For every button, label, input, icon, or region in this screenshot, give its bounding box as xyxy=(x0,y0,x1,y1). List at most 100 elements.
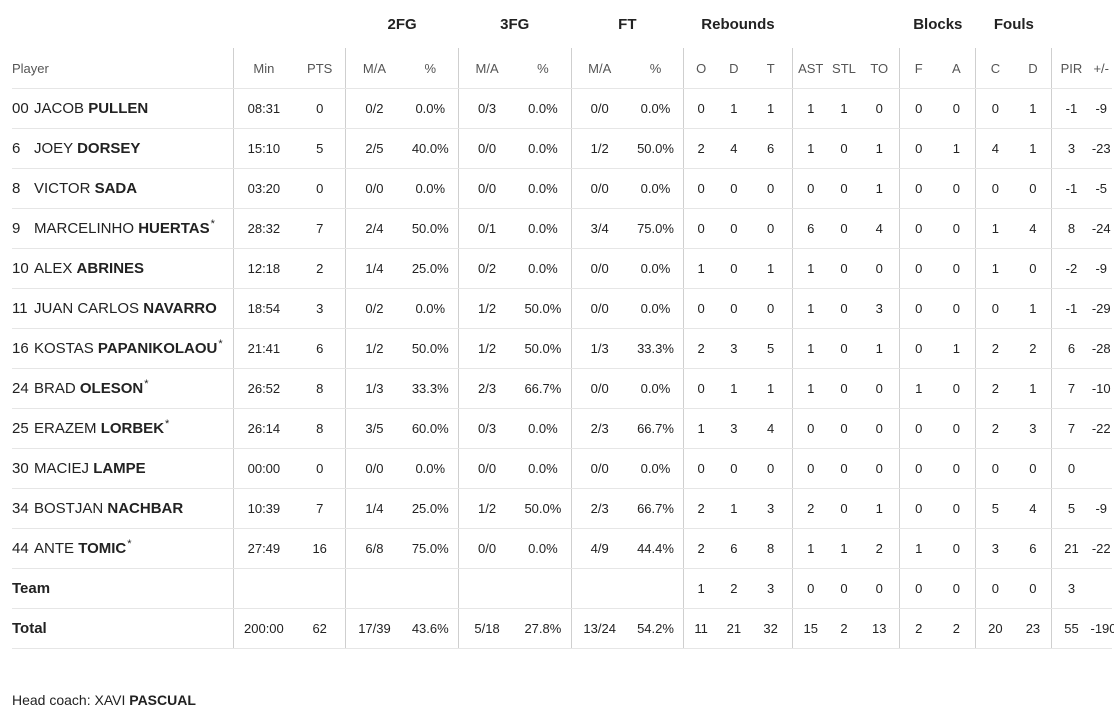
cell-fg3-ma: 0/2 xyxy=(457,248,516,289)
cell-reb-d: 4 xyxy=(718,128,750,169)
col-plus-minus: +/- xyxy=(1090,48,1112,89)
cell-blk-f: 0 xyxy=(899,88,938,129)
jersey-number: 8 xyxy=(12,180,21,197)
player-first-name: ANTE xyxy=(34,540,75,557)
cell-fg3-ma: 1/2 xyxy=(457,488,516,529)
cell-ft-ma: 3/4 xyxy=(570,208,628,249)
cell-fg3-ma xyxy=(457,568,516,609)
cell-fg3-pct: 0.0% xyxy=(515,248,572,289)
group-2fg: 2FG xyxy=(387,15,417,33)
cell-min: 200:00 xyxy=(232,608,295,649)
cell-ft-ma: 1/2 xyxy=(570,128,628,169)
cell-ft-ma xyxy=(570,568,628,609)
cell-fg2-pct: 75.0% xyxy=(402,528,459,569)
cell-min xyxy=(232,568,295,609)
cell-min: 26:14 xyxy=(232,408,295,449)
player-first-name: KOSTAS xyxy=(34,340,94,357)
cell-fg2-pct xyxy=(402,568,459,609)
cell-to: 4 xyxy=(859,208,900,249)
cell-pts: 0 xyxy=(294,88,346,129)
jersey-number: 30 xyxy=(12,460,29,477)
cell-fg3-ma: 5/18 xyxy=(457,608,516,649)
cell-fg2-ma: 0/2 xyxy=(345,88,403,129)
cell-to: 0 xyxy=(859,88,900,129)
cell-blk-a: 0 xyxy=(937,288,976,329)
player-name-cell: 11 JUAN CARLOS NAVARRO xyxy=(12,288,234,329)
cell-blk-a: 0 xyxy=(937,528,976,569)
jersey-number: 11 xyxy=(12,300,28,317)
jersey-number: 16 xyxy=(12,340,29,357)
cell-foul-c: 0 xyxy=(975,448,1015,489)
cell-reb-d: 6 xyxy=(718,528,750,569)
cell-ft-pct: 33.3% xyxy=(627,328,684,369)
cell-reb-t: 1 xyxy=(749,248,793,289)
cell-fg3-pct: 50.0% xyxy=(515,288,572,329)
cell-blk-a: 0 xyxy=(937,488,976,529)
cell-fg2-pct: 0.0% xyxy=(402,88,459,129)
cell-stl: 0 xyxy=(828,368,860,409)
cell-fg2-ma: 2/4 xyxy=(345,208,403,249)
cell-foul-d: 0 xyxy=(1014,248,1052,289)
cell-fg2-pct: 50.0% xyxy=(402,328,459,369)
total-row: Total 200:00 62 17/39 43.6% 5/18 27.8% 13/24 54.… xyxy=(12,608,1114,649)
cell-to: 0 xyxy=(859,248,900,289)
cell-stl: 0 xyxy=(828,288,860,329)
cell-reb-t: 5 xyxy=(749,328,793,369)
cell-pir: -1 xyxy=(1051,288,1091,329)
cell-pm: -5 xyxy=(1090,168,1112,209)
cell-stl: 0 xyxy=(828,408,860,449)
cell-fg2-pct: 33.3% xyxy=(402,368,459,409)
player-row: 9 MARCELINHO HUERTAS* 28:32 7 2/4 50.0% 0/1 0.0… xyxy=(12,208,1112,249)
cell-fg3-ma: 2/3 xyxy=(457,368,516,409)
col-to: TO xyxy=(859,48,900,89)
cell-stl: 0 xyxy=(828,248,860,289)
cell-fg2-ma: 17/39 xyxy=(345,608,403,649)
cell-blk-f: 0 xyxy=(899,488,938,529)
col-ft-ma: M/A xyxy=(570,48,628,89)
cell-blk-a: 0 xyxy=(937,248,976,289)
cell-fg3-ma: 1/2 xyxy=(457,328,516,369)
cell-fg3-pct xyxy=(515,568,572,609)
cell-ast: 1 xyxy=(791,528,829,569)
cell-fg2-ma: 1/2 xyxy=(345,328,403,369)
cell-pts: 5 xyxy=(294,128,346,169)
cell-pm: -9 xyxy=(1090,488,1112,529)
cell-ast: 1 xyxy=(791,328,829,369)
col-reb-d: D xyxy=(718,48,750,89)
player-last-name: NAVARRO xyxy=(143,300,217,317)
cell-fg3-pct: 0.0% xyxy=(515,128,572,169)
player-name-cell: 16 KOSTAS PAPANIKOLAOU* xyxy=(12,328,234,369)
cell-reb-d: 2 xyxy=(718,568,750,609)
cell-fg3-pct: 50.0% xyxy=(515,488,572,529)
starter-mark: * xyxy=(210,218,215,230)
cell-pts xyxy=(294,568,346,609)
cell-foul-d: 4 xyxy=(1014,208,1052,249)
cell-ast: 1 xyxy=(791,248,829,289)
cell-blk-a: 0 xyxy=(937,368,976,409)
cell-blk-f: 0 xyxy=(899,448,938,489)
cell-min: 15:10 xyxy=(232,128,295,169)
cell-ft-ma: 0/0 xyxy=(570,168,628,209)
cell-to: 13 xyxy=(859,608,900,649)
cell-foul-c: 1 xyxy=(975,208,1015,249)
cell-fg2-ma: 3/5 xyxy=(345,408,403,449)
cell-reb-o: 11 xyxy=(683,608,719,649)
player-name-cell: 10 ALEX ABRINES xyxy=(12,248,234,289)
cell-foul-c: 4 xyxy=(975,128,1015,169)
cell-blk-a: 0 xyxy=(937,88,976,129)
cell-blk-a: 0 xyxy=(937,408,976,449)
player-first-name: JUAN CARLOS xyxy=(34,300,140,317)
cell-blk-f: 2 xyxy=(899,608,938,649)
cell-to: 0 xyxy=(859,368,900,409)
player-last-name: PULLEN xyxy=(88,100,149,117)
cell-pts: 2 xyxy=(294,248,346,289)
cell-stl: 0 xyxy=(828,448,860,489)
jersey-number: 34 xyxy=(12,500,29,517)
player-last-name: NACHBAR xyxy=(107,500,184,517)
cell-min: 00:00 xyxy=(232,448,295,489)
cell-fg2-pct: 0.0% xyxy=(402,168,459,209)
player-name-cell: 30 MACIEJ LAMPE xyxy=(12,448,234,489)
cell-pir: 3 xyxy=(1051,568,1091,609)
cell-fg2-ma: 2/5 xyxy=(345,128,403,169)
player-first-name: MACIEJ xyxy=(34,460,90,477)
